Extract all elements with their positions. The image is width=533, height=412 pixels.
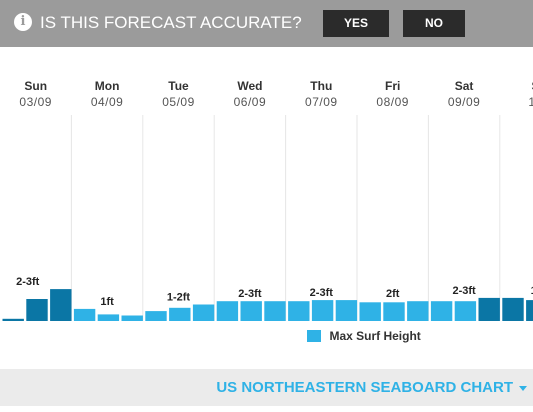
- seaboard-chart-link[interactable]: US NORTHEASTERN SEABOARD CHART: [216, 379, 527, 397]
- surf-bar: [73, 308, 96, 321]
- day-name-label: Sat: [455, 79, 474, 93]
- bar-value-label: 2-3ft: [16, 276, 40, 288]
- surf-bar: [288, 301, 310, 321]
- yes-button[interactable]: YES: [323, 10, 389, 37]
- bar-value-label: 1-: [531, 285, 533, 297]
- bar-value-label: 2-3ft: [238, 288, 262, 300]
- bar-value-label: 2-3ft: [452, 285, 476, 297]
- legend-swatch: [307, 329, 321, 342]
- day-name-label: S: [531, 79, 533, 93]
- surf-bar: [311, 300, 334, 321]
- seaboard-chart-link-label: US NORTHEASTERN SEABOARD CHART: [216, 379, 513, 396]
- surf-bar: [407, 301, 429, 321]
- surf-forecast-chart: Sun 03/09 Mon 04/09 Tue 05/09 Wed 06/09 Thu 07/09…: [0, 47, 533, 369]
- day-name-label: Thu: [310, 79, 332, 93]
- surf-bar: [502, 297, 524, 321]
- surf-bar: [121, 315, 143, 321]
- surf-bar: [192, 304, 215, 321]
- day-date-label: 04/09: [91, 95, 124, 109]
- feedback-question: IS THIS FORECAST ACCURATE?: [40, 13, 302, 32]
- surf-bar: [26, 299, 48, 321]
- surf-bar: [359, 302, 381, 321]
- footer-bar: US NORTHEASTERN SEABOARD CHART: [0, 369, 533, 406]
- surf-bar: [335, 300, 358, 321]
- surf-bar: [240, 301, 262, 321]
- surf-bar: [264, 301, 286, 321]
- surf-chart-svg: Sun 03/09 Mon 04/09 Tue 05/09 Wed 06/09 Thu 07/09…: [2, 79, 533, 321]
- day-date-label: 09/09: [448, 95, 481, 109]
- day-date-label: 07/09: [305, 95, 338, 109]
- surf-bar: [145, 311, 167, 321]
- surf-bar: [169, 307, 191, 321]
- chevron-down-icon: [519, 385, 527, 391]
- surf-bar: [478, 297, 500, 321]
- forecast-feedback-bar: i IS THIS FORECAST ACCURATE? YES NO: [0, 0, 533, 47]
- legend-label: Max Surf Height: [329, 328, 421, 343]
- day-date-label: 05/09: [162, 95, 195, 109]
- day-name-label: Wed: [237, 79, 262, 93]
- surf-bar: [2, 318, 24, 321]
- bar-value-label: 1ft: [100, 296, 114, 308]
- no-button[interactable]: NO: [403, 10, 465, 37]
- day-date-label: 06/09: [234, 95, 267, 109]
- surf-bar: [430, 301, 453, 321]
- bar-value-label: 2-3ft: [310, 287, 334, 299]
- day-name-label: Tue: [168, 79, 189, 93]
- surf-bar: [50, 289, 72, 321]
- day-name-label: Mon: [95, 79, 120, 93]
- info-icon: i: [14, 13, 32, 31]
- surf-bar: [454, 301, 477, 321]
- bar-value-label: 2ft: [386, 288, 400, 300]
- day-date-label: 03/09: [19, 95, 52, 109]
- chart-legend: Max Surf Height: [307, 327, 421, 343]
- surf-bar: [526, 300, 533, 321]
- day-date-label: 10: [528, 95, 533, 109]
- day-date-label: 08/09: [376, 95, 409, 109]
- surf-bar: [97, 314, 120, 321]
- surf-bar: [383, 302, 405, 321]
- day-name-label: Fri: [385, 79, 400, 93]
- surf-bar: [216, 301, 239, 321]
- day-name-label: Sun: [24, 79, 47, 93]
- bar-value-label: 1-2ft: [167, 292, 191, 304]
